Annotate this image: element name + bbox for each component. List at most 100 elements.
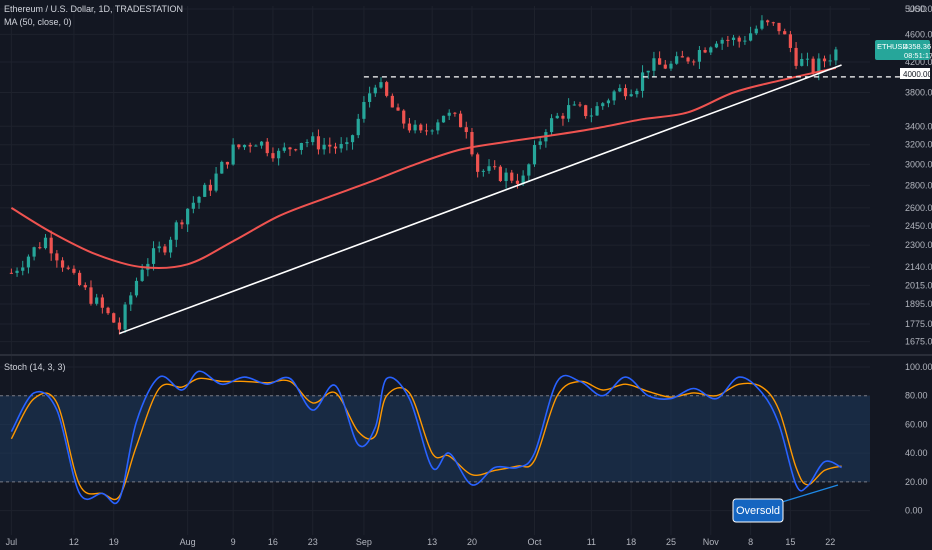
last-price-value: 4358.36 (904, 42, 931, 51)
price-tick-label: 4200.00 (905, 57, 932, 67)
candle-body (470, 132, 474, 155)
candle-body (726, 39, 730, 41)
candle-body (510, 172, 514, 181)
candle-body (345, 142, 349, 144)
candle-body (78, 272, 82, 286)
price-tick-label: 5000.00 (905, 4, 932, 14)
candle-body (606, 100, 611, 104)
candle-body (100, 297, 104, 308)
price-axis[interactable]: 5000.00 4600.00 4200.00 3800.00 3400.00 3200.… (905, 4, 932, 347)
candle-body (658, 58, 662, 65)
stoch-tick-label: 0.00 (905, 506, 923, 516)
candle-body (800, 59, 804, 66)
candle-body (151, 248, 156, 264)
candle-body (390, 95, 394, 108)
level-price-value: 4000.00 (903, 70, 932, 79)
candle-body (271, 153, 275, 159)
candle-body (720, 39, 724, 44)
oversold-annotation[interactable]: Oversold (732, 484, 839, 523)
candle-body (15, 270, 19, 273)
price-tick-label: 1775.00 (905, 319, 932, 329)
candle-body (186, 208, 190, 225)
candle-body (567, 105, 571, 119)
candle-body (714, 43, 719, 48)
candle-body (123, 304, 127, 330)
candle-body (589, 115, 593, 117)
candle-body (805, 58, 810, 60)
candle-body (248, 144, 252, 147)
candle-body (282, 147, 286, 151)
candle-body (822, 58, 827, 62)
time-tick-label: 11 (587, 537, 596, 547)
candle-body (623, 88, 628, 97)
candles (9, 15, 838, 335)
candle-body (305, 142, 309, 144)
time-axis[interactable]: Jul 12 19 Aug 9 16 23 Sep 13 20 Oct 11 18 25 Nov 8 15 22 (6, 537, 836, 547)
time-tick-label: 9 (231, 537, 236, 547)
candle-body (95, 297, 99, 304)
candle-body (328, 144, 332, 147)
time-tick-label: Oct (528, 537, 543, 547)
candle-body (203, 184, 207, 197)
candle-body (669, 63, 673, 69)
time-tick-label: 13 (427, 537, 437, 547)
candle-body (197, 196, 201, 203)
stoch-legend: Stoch (14, 3, 3) (4, 362, 66, 372)
candle-body (555, 115, 559, 119)
candle-body (106, 307, 110, 314)
candle-body (368, 93, 372, 102)
candle-body (771, 22, 775, 24)
candle-body (350, 135, 355, 143)
candle-body (464, 127, 468, 133)
oversold-connector (781, 484, 839, 503)
candle-body (601, 103, 605, 107)
candle-body (174, 222, 178, 240)
level-price-tag-bg (900, 68, 930, 79)
candle-body (220, 161, 224, 174)
candle-body (572, 104, 576, 106)
candle-body (612, 91, 616, 101)
candle-body (504, 172, 508, 182)
candle-body (242, 144, 247, 148)
candle-body (424, 130, 429, 132)
trendline[interactable] (119, 64, 842, 335)
candle-body (498, 166, 502, 182)
candle-body (339, 143, 343, 149)
time-tick-label: 23 (308, 537, 318, 547)
candle-body (140, 269, 144, 281)
oversold-box (732, 498, 784, 523)
price-tick-label: 1895.00 (905, 299, 932, 309)
stoch-axis[interactable]: 100.00 80.00 60.00 40.00 20.00 0.00 (905, 362, 932, 516)
candle-body (225, 161, 230, 165)
candle-body (32, 247, 36, 257)
candle-body (532, 145, 537, 165)
candle-body (385, 82, 389, 96)
candle-body (703, 50, 707, 53)
candle-body (396, 107, 400, 111)
time-tick-label: 15 (785, 537, 795, 547)
price-tick-label: 1675.00 (905, 337, 932, 347)
time-tick-label: Nov (703, 537, 720, 547)
price-tick-label: 3800.00 (905, 87, 932, 97)
time-tick-label: 18 (626, 537, 636, 547)
candle-body (788, 34, 792, 48)
stoch-tick-label: 80.00 (905, 391, 928, 401)
candle-body (635, 90, 639, 95)
price-tick-label: 2300.00 (905, 240, 932, 250)
currency-label: USD (908, 4, 928, 14)
candle-body (21, 267, 25, 271)
time-tick-label: 22 (825, 537, 835, 547)
candle-body (663, 64, 667, 69)
ma-legend: MA (50, close, 0) (4, 17, 72, 27)
candle-body (521, 175, 525, 184)
time-tick-label: 8 (748, 537, 753, 547)
candle-body (413, 124, 417, 131)
candle-body (436, 122, 440, 131)
candle-body (265, 141, 269, 154)
candle-body (254, 145, 258, 147)
price-tick-label: 3400.00 (905, 121, 932, 131)
candle-body (163, 246, 167, 253)
candle-body (618, 88, 622, 92)
candle-body (117, 322, 122, 330)
